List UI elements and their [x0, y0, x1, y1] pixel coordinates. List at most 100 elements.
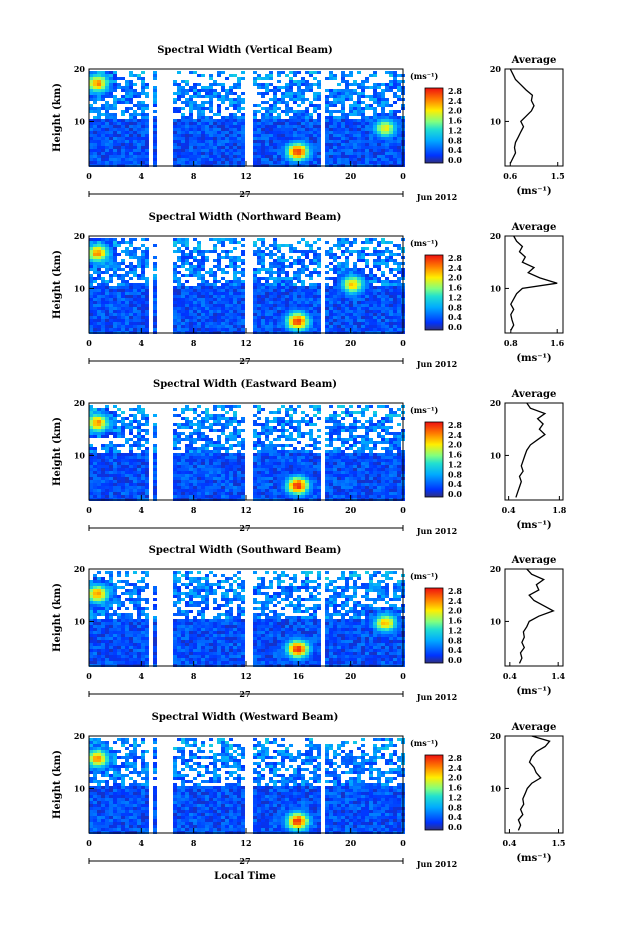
date-label: 27 — [239, 689, 250, 699]
x-tick-label: 20 — [345, 838, 357, 848]
colorbar-tick-label: 0.4 — [448, 312, 462, 322]
colorbar-tick-label: 0.0 — [448, 655, 462, 665]
heatmap — [89, 738, 405, 834]
average-x-tick-label: 0.4 — [502, 505, 516, 515]
panel-title: Spectral Width (Northward Beam) — [149, 212, 342, 223]
average-x-tick-label: 1.5 — [552, 838, 566, 848]
x-tick-label: 0 — [86, 671, 92, 681]
colorbar-tick-label: 1.6 — [448, 616, 462, 626]
date-label: 27 — [239, 856, 250, 866]
average-x-label: (ms⁻¹) — [516, 686, 551, 697]
average-profile-line — [515, 402, 547, 498]
average-title: Average — [511, 722, 557, 733]
x-tick-label: 20 — [345, 671, 357, 681]
average-y-tick-label: 10 — [490, 450, 502, 460]
average-y-tick-label: 10 — [490, 283, 502, 293]
colorbar-unit: (ms⁻¹) — [410, 405, 438, 415]
average-y-tick-label: 10 — [490, 783, 502, 793]
colorbar-tick-label: 1.2 — [448, 125, 462, 135]
x-tick-label: 0 — [400, 505, 406, 515]
average-title: Average — [511, 55, 557, 66]
average-x-tick-label: 1.4 — [551, 671, 565, 681]
panel-title: Spectral Width (Vertical Beam) — [157, 45, 333, 56]
average-profile-line — [509, 68, 535, 164]
colorbar-tick-label: 0.4 — [448, 479, 462, 489]
x-tick-label: 4 — [139, 671, 145, 681]
x-tick-label: 8 — [191, 671, 197, 681]
colorbar-tick-label: 2.4 — [448, 430, 462, 440]
month-label: Jun 2012 — [416, 359, 457, 369]
y-axis-label: Height (km) — [52, 83, 63, 152]
x-tick-label: 12 — [240, 338, 251, 348]
colorbar-tick-label: 2.4 — [448, 263, 462, 273]
colorbar-tick-label: 0.0 — [448, 489, 462, 499]
average-x-label: (ms⁻¹) — [516, 186, 551, 197]
panel-title: Spectral Width (Southward Beam) — [149, 545, 342, 556]
colorbar-tick-label: 0.0 — [448, 155, 462, 165]
colorbar-tick-label: 2.0 — [448, 440, 462, 450]
colorbar-tick-label: 1.6 — [448, 450, 462, 460]
x-tick-label: 20 — [345, 171, 357, 181]
x-tick-label: 0 — [86, 838, 92, 848]
y-tick-label: 10 — [74, 450, 86, 460]
month-label: Jun 2012 — [416, 192, 457, 202]
panel-0: Spectral Width (Vertical Beam) 10 20 Height… — [52, 45, 565, 202]
panel-2: Spectral Width (Eastward Beam) 10 20 Height… — [52, 379, 567, 536]
x-tick-label: 12 — [240, 671, 251, 681]
average-frame — [504, 568, 564, 667]
average-frame — [504, 402, 564, 501]
y-tick-label: 10 — [74, 783, 86, 793]
y-tick-label: 10 — [74, 616, 86, 626]
average-frame — [504, 68, 564, 167]
panel-title: Spectral Width (Eastward Beam) — [153, 379, 337, 390]
x-tick-label: 16 — [293, 505, 305, 515]
x-tick-label: 4 — [139, 505, 145, 515]
average-x-tick-label: 0.4 — [503, 838, 517, 848]
x-tick-label: 16 — [293, 171, 305, 181]
panel-4: Spectral Width (Westward Beam) 10 20 Height… — [52, 712, 565, 869]
x-tick-label: 8 — [191, 838, 197, 848]
colorbar — [424, 421, 444, 498]
x-tick-label: 16 — [293, 338, 305, 348]
colorbar-tick-label: 2.8 — [448, 753, 462, 763]
colorbar — [424, 254, 444, 331]
average-x-label: (ms⁻¹) — [516, 520, 551, 531]
heatmap — [89, 71, 405, 167]
y-axis-label: Height (km) — [52, 250, 63, 319]
colorbar-tick-label: 2.8 — [448, 420, 462, 430]
colorbar-tick-label: 1.6 — [448, 283, 462, 293]
average-x-tick-label: 1.8 — [552, 505, 566, 515]
colorbar — [424, 587, 444, 664]
average-x-label: (ms⁻¹) — [516, 353, 551, 364]
x-tick-label: 0 — [400, 338, 406, 348]
y-tick-label: 10 — [74, 116, 86, 126]
month-label: Jun 2012 — [416, 859, 457, 869]
colorbar-unit: (ms⁻¹) — [410, 238, 438, 248]
average-y-tick-label: 20 — [490, 564, 502, 574]
date-label: 27 — [239, 523, 250, 533]
colorbar-unit: (ms⁻¹) — [410, 71, 438, 81]
y-tick-label: 20 — [74, 731, 86, 741]
x-tick-label: 8 — [191, 505, 197, 515]
colorbar-tick-label: 0.4 — [448, 145, 462, 155]
colorbar-tick-label: 2.8 — [448, 253, 462, 263]
colorbar — [424, 754, 444, 831]
colorbar-tick-label: 2.4 — [448, 96, 462, 106]
month-label: Jun 2012 — [416, 692, 457, 702]
colorbar-tick-label: 0.8 — [448, 135, 462, 145]
y-axis-label: Height (km) — [52, 417, 63, 486]
colorbar-tick-label: 1.2 — [448, 792, 462, 802]
colorbar-tick-label: 2.0 — [448, 773, 462, 783]
average-y-tick-label: 10 — [490, 116, 502, 126]
average-y-tick-label: 20 — [490, 64, 502, 74]
average-x-tick-label: 0.6 — [503, 171, 517, 181]
colorbar-tick-label: 0.8 — [448, 302, 462, 312]
colorbar-tick-label: 0.4 — [448, 645, 462, 655]
panel-title: Spectral Width (Westward Beam) — [152, 712, 339, 723]
y-axis-label: Height (km) — [52, 583, 63, 652]
colorbar-tick-label: 2.0 — [448, 106, 462, 116]
average-x-label: (ms⁻¹) — [516, 853, 551, 864]
panel-1: Spectral Width (Northward Beam) 10 20 Heigh… — [52, 212, 565, 369]
x-tick-label: 4 — [139, 338, 145, 348]
colorbar-tick-label: 1.2 — [448, 625, 462, 635]
